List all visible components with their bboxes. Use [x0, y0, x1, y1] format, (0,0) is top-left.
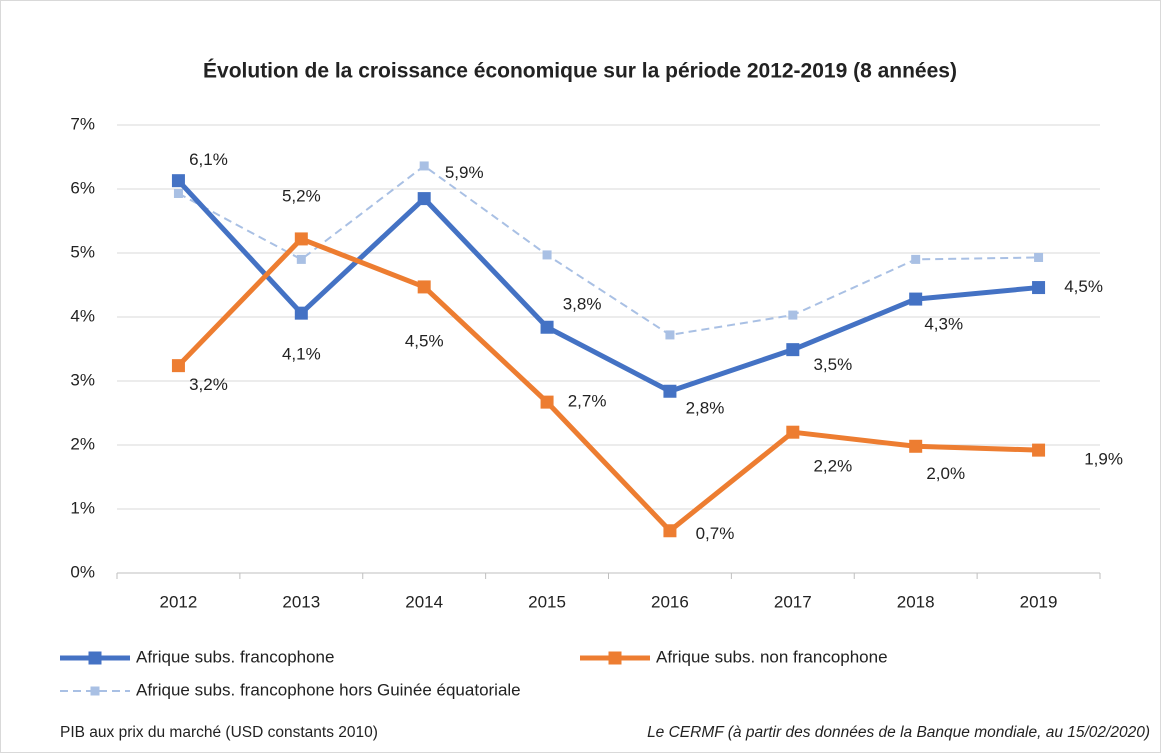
y-tick-label: 1%	[70, 498, 95, 517]
chart-title: Évolution de la croissance économique su…	[203, 60, 957, 83]
y-tick-label: 6%	[70, 178, 95, 197]
note: Le CERMF (à partir des données de la Ban…	[647, 724, 1150, 741]
x-tick-label: 2018	[897, 592, 935, 611]
x-tick-label: 2016	[651, 592, 689, 611]
marker	[1032, 443, 1046, 457]
marker	[1032, 281, 1046, 295]
x-tick-label: 2012	[160, 592, 198, 611]
x-tick-label: 2017	[774, 592, 812, 611]
marker	[786, 343, 800, 357]
data-label: 6,1%	[189, 150, 228, 169]
x-tick-label: 2013	[282, 592, 320, 611]
y-tick-label: 5%	[70, 242, 95, 261]
data-label: 5,9%	[445, 163, 484, 182]
data-label: 3,8%	[563, 295, 602, 314]
legend-label: Afrique subs. non francophone	[656, 647, 888, 666]
data-label: 2,0%	[926, 464, 965, 483]
y-tick-label: 4%	[70, 306, 95, 325]
data-label: 4,3%	[924, 315, 963, 334]
y-tick-label: 7%	[70, 114, 95, 133]
marker	[173, 188, 183, 198]
data-label: 4,1%	[282, 345, 321, 364]
legend-label: Afrique subs. francophone hors Guinée éq…	[136, 680, 521, 699]
marker	[663, 384, 677, 398]
marker	[171, 174, 185, 188]
data-label: 2,8%	[686, 399, 725, 418]
series-line	[176, 178, 1039, 394]
marker	[542, 250, 552, 260]
legend-marker	[90, 686, 100, 696]
marker	[911, 254, 921, 264]
data-label: 4,5%	[405, 331, 444, 350]
y-tick-label: 2%	[70, 434, 95, 453]
data-label: 3,5%	[813, 355, 852, 374]
marker	[296, 254, 306, 264]
marker	[417, 280, 431, 294]
legend-marker	[88, 651, 102, 665]
note: PIB aux prix du marché (USD constants 20…	[60, 724, 378, 741]
series-line	[176, 236, 1039, 534]
marker	[417, 192, 431, 206]
data-label: 1,9%	[1084, 450, 1123, 469]
marker	[540, 320, 554, 334]
marker	[419, 161, 429, 171]
marker	[294, 306, 308, 320]
x-tick-label: 2015	[528, 592, 566, 611]
y-tick-label: 3%	[70, 370, 95, 389]
marker	[786, 425, 800, 439]
data-label: 0,7%	[696, 524, 735, 543]
data-label: 3,2%	[189, 375, 228, 394]
marker	[909, 439, 923, 453]
y-tick-label: 0%	[70, 562, 95, 581]
data-label: 4,5%	[1064, 277, 1103, 296]
marker	[1034, 252, 1044, 262]
legend-marker	[608, 651, 622, 665]
marker	[540, 395, 554, 409]
data-label: 2,2%	[813, 457, 852, 476]
x-tick-label: 2019	[1020, 592, 1058, 611]
data-label: 5,2%	[282, 186, 321, 205]
marker	[788, 310, 798, 320]
marker	[171, 359, 185, 373]
marker	[665, 330, 675, 340]
marker	[909, 292, 923, 306]
x-tick-label: 2014	[405, 592, 443, 611]
legend-label: Afrique subs. francophone	[136, 647, 334, 666]
marker	[663, 524, 677, 538]
marker	[294, 232, 308, 246]
data-label: 2,7%	[568, 392, 607, 411]
